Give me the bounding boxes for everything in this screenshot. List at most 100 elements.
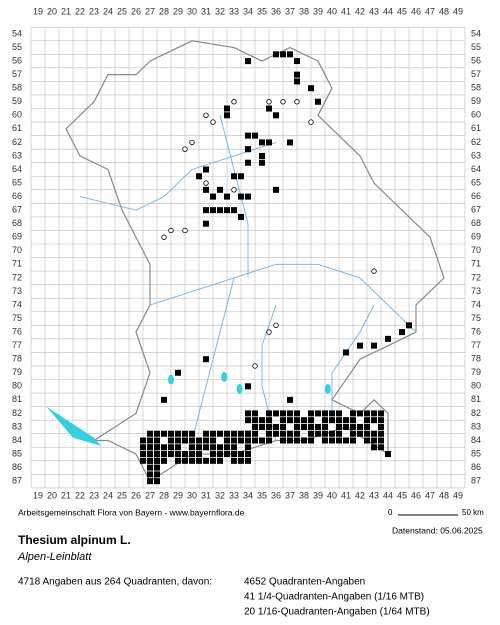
y-label: 65 bbox=[12, 177, 22, 187]
marker bbox=[161, 444, 167, 451]
marker bbox=[245, 146, 251, 153]
marker bbox=[210, 430, 216, 437]
x-label: 36 bbox=[271, 490, 281, 500]
grid-labels: 19 19 20 20 21 21 22 22 23 23 24 24 25 25 26 26 27 27 28 28… bbox=[12, 6, 481, 500]
marker bbox=[147, 437, 153, 444]
marker bbox=[217, 451, 223, 458]
marker bbox=[364, 423, 370, 430]
marker bbox=[196, 457, 202, 464]
river bbox=[191, 277, 235, 441]
y-label: 70 bbox=[471, 245, 481, 255]
marker bbox=[238, 430, 244, 437]
marker bbox=[203, 166, 209, 173]
lake bbox=[221, 371, 228, 382]
y-label: 71 bbox=[471, 259, 481, 269]
x-label: 32 bbox=[215, 6, 225, 16]
summary: 4718 Angaben aus 264 Quadranten, davon: bbox=[18, 577, 212, 588]
y-label: 69 bbox=[471, 232, 481, 242]
marker bbox=[217, 430, 223, 437]
x-label: 42 bbox=[355, 6, 365, 16]
marker bbox=[203, 207, 209, 214]
marker bbox=[266, 437, 272, 444]
marker-open bbox=[231, 99, 237, 105]
marker bbox=[154, 451, 160, 458]
marker bbox=[273, 186, 279, 193]
y-label: 67 bbox=[12, 205, 22, 215]
x-label: 19 bbox=[33, 490, 43, 500]
marker bbox=[154, 457, 160, 464]
x-label: 21 bbox=[61, 490, 71, 500]
marker bbox=[245, 58, 251, 65]
marker-open bbox=[189, 139, 195, 146]
marker bbox=[182, 457, 188, 464]
marker bbox=[210, 451, 216, 458]
marker bbox=[147, 451, 153, 458]
y-label: 60 bbox=[12, 110, 22, 120]
marker bbox=[280, 417, 286, 424]
x-label: 19 bbox=[33, 6, 43, 16]
marker bbox=[245, 193, 251, 200]
marker bbox=[154, 464, 160, 471]
marker bbox=[280, 410, 286, 417]
marker-open bbox=[161, 234, 167, 240]
x-label: 43 bbox=[369, 6, 379, 16]
marker bbox=[329, 410, 335, 417]
y-label: 62 bbox=[471, 137, 481, 147]
marker bbox=[273, 51, 279, 58]
marker bbox=[322, 430, 328, 437]
marker bbox=[259, 159, 265, 166]
marker-open bbox=[308, 119, 314, 125]
lake bbox=[46, 406, 101, 446]
marker bbox=[203, 444, 209, 451]
x-label: 47 bbox=[425, 490, 435, 500]
marker bbox=[336, 417, 342, 424]
marker bbox=[259, 423, 265, 430]
marker bbox=[147, 457, 153, 464]
count: 41 1/4-Quadranten-Angaben (1/16 MTB) bbox=[244, 592, 424, 603]
marker bbox=[301, 437, 307, 444]
x-label: 35 bbox=[257, 6, 267, 16]
marker bbox=[301, 417, 307, 424]
x-label: 29 bbox=[173, 6, 183, 16]
y-label: 87 bbox=[471, 476, 481, 486]
count: 20 1/16-Quadranten-Angaben (1/64 MTB) bbox=[244, 607, 430, 618]
marker bbox=[189, 451, 195, 458]
y-label: 66 bbox=[471, 191, 481, 201]
x-label: 41 bbox=[341, 490, 351, 500]
marker bbox=[287, 410, 293, 417]
marker bbox=[154, 430, 160, 437]
marker bbox=[252, 423, 258, 430]
x-label: 42 bbox=[355, 490, 365, 500]
marker bbox=[217, 444, 223, 451]
marker bbox=[350, 437, 356, 444]
y-label: 87 bbox=[12, 476, 22, 486]
y-label: 59 bbox=[12, 96, 22, 106]
x-label: 47 bbox=[425, 6, 435, 16]
marker bbox=[154, 471, 160, 478]
marker bbox=[322, 423, 328, 430]
marker bbox=[231, 444, 237, 451]
marker bbox=[350, 417, 356, 424]
y-label: 75 bbox=[471, 313, 481, 323]
y-label: 55 bbox=[471, 42, 481, 52]
marker bbox=[231, 451, 237, 458]
marker bbox=[294, 423, 300, 430]
y-label: 64 bbox=[471, 164, 481, 174]
scale-start: 0 bbox=[388, 508, 393, 517]
x-label: 31 bbox=[201, 6, 211, 16]
x-label: 25 bbox=[117, 490, 127, 500]
marker bbox=[182, 451, 188, 458]
x-label: 23 bbox=[89, 6, 99, 16]
x-label: 25 bbox=[117, 6, 127, 16]
marker bbox=[287, 139, 293, 146]
marker bbox=[322, 410, 328, 417]
marker bbox=[196, 437, 202, 444]
marker bbox=[231, 430, 237, 437]
y-label: 62 bbox=[12, 137, 22, 147]
y-label: 63 bbox=[471, 150, 481, 160]
x-label: 41 bbox=[341, 6, 351, 16]
marker bbox=[196, 451, 202, 458]
x-label: 36 bbox=[271, 6, 281, 16]
marker bbox=[315, 430, 321, 437]
marker-open bbox=[266, 329, 272, 335]
